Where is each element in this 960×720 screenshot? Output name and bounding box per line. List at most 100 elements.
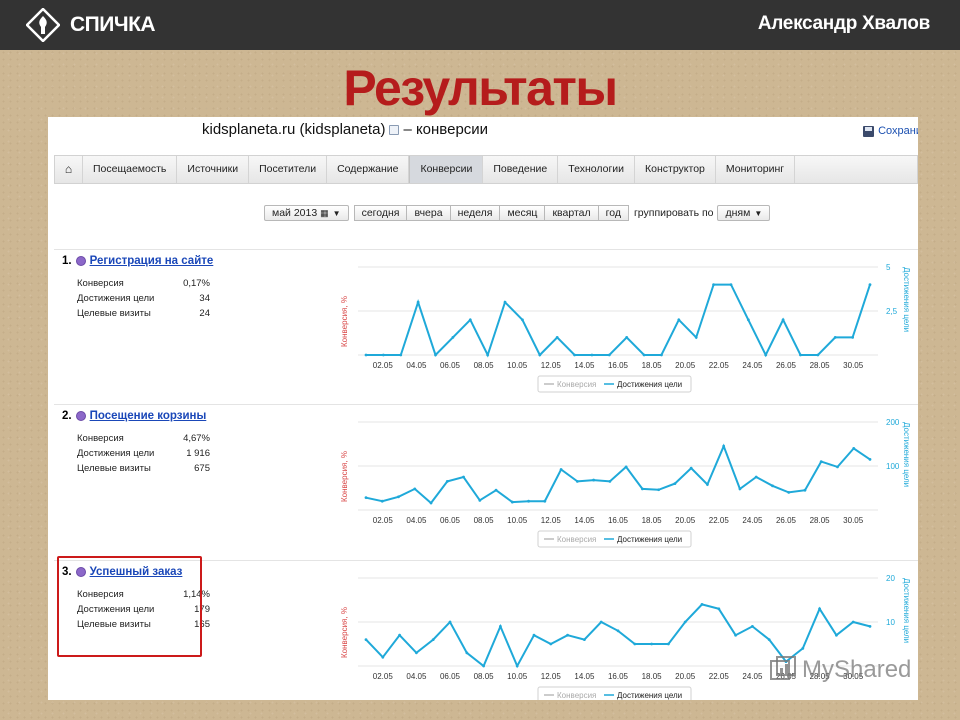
data-point [510,500,514,504]
tab-item[interactable]: Содержание [327,156,410,183]
period-button[interactable]: вчера [406,205,451,221]
stat-row: Достижения цели 1 916 [77,446,210,461]
tab-label: Конверсии [420,163,473,175]
data-point [799,353,802,357]
period-button[interactable]: год [597,205,629,221]
right-axis-label: Достижения цели [902,267,911,332]
x-tick-label: 22.05 [709,516,730,525]
data-point [559,468,563,471]
legend-box [537,686,692,700]
goal-target-icon[interactable] [75,411,86,421]
goal-header: 3. Успешный заказ [62,566,182,578]
x-tick-label: 06.05 [440,361,461,370]
x-tick-label: 20.05 [675,361,696,370]
data-point [801,647,805,650]
group-by-label: группировать по [633,207,714,219]
tab-item[interactable]: Конверсии [409,156,484,183]
stat-row: Конверсия 0,17% [77,276,210,291]
data-point [527,499,530,503]
data-point [868,625,872,628]
data-point [771,484,774,488]
data-point [521,318,524,322]
data-point [482,664,485,668]
legend-label: Достижения цели [617,535,682,544]
goal-target-icon[interactable] [75,256,86,266]
page-heading: kidsplaneta.ru (kidsplaneta) – конверсии [202,121,488,138]
stat-value: 179 [194,604,210,615]
conversion-chart: 20 10 Конверсия, % Достижения цели 02.05 04.0… [340,574,911,700]
right-axis-label: Достижения цели [902,422,911,487]
tab-item[interactable]: Технологии [558,156,636,183]
goal-title-link[interactable]: Регистрация на сайте [89,255,214,267]
top-bar: СПИЧКА Александр Хвалов [0,0,960,50]
x-tick-label: 30.05 [843,672,864,681]
goal-header: 1. Регистрация на сайте [62,255,213,267]
stat-row: Целевые визиты 675 [77,461,210,476]
calendar-icon: ▦ [320,208,329,218]
x-tick-label: 04.05 [406,516,427,525]
tab-home[interactable]: ⌂ [55,156,83,183]
data-point [717,607,721,611]
period-button[interactable]: квартал [544,205,599,221]
heading-suffix: – конверсии [403,121,489,138]
data-point [868,283,872,286]
goal-section: 3. Успешный заказ Конверсия 1,14% Достижения… [48,566,918,700]
goal-title-link[interactable]: Успешный заказ [89,566,183,578]
section-divider [54,560,918,561]
month-select[interactable]: май 2013 ▦ ▼ [264,205,349,221]
x-tick-label: 24.05 [742,361,763,370]
data-point [816,353,820,357]
data-point [468,318,472,322]
goal-target-icon[interactable] [75,567,86,577]
y-tick-label: 10 [886,618,895,627]
stat-value: 675 [194,463,210,474]
goal-title-link[interactable]: Посещение корзины [89,410,207,422]
x-tick-label: 10.05 [507,516,528,525]
x-tick-label: 28.05 [810,361,831,370]
tab-label: Посещаемость [93,163,167,175]
period-button[interactable]: месяц [499,205,546,221]
data-point [851,620,855,624]
tab-item[interactable]: Посещаемость [83,156,178,183]
report-tabs: ⌂ Посещаемость Источники Посетители Содержан… [54,155,918,184]
goal-number: 2. [62,410,72,422]
stat-label: Целевые визиты [77,308,151,319]
y-tick-label: 20 [886,574,895,583]
data-point [380,499,384,503]
tab-label: Источники [187,163,239,175]
period-button[interactable]: сегодня [353,205,408,221]
period-button[interactable]: неделя [449,205,501,221]
tab-item[interactable]: Конструктор [635,156,716,183]
x-tick-label: 30.05 [843,516,864,525]
data-point [751,625,754,628]
tab-item[interactable]: Мониторинг [716,156,796,183]
x-tick-label: 14.05 [574,672,595,681]
data-point [555,336,559,339]
stat-label: Конверсия [77,433,124,444]
x-tick-label: 02.05 [373,516,394,525]
x-tick-label: 26.05 [776,516,797,525]
x-tick-label: 28.05 [810,516,831,525]
data-point [532,633,536,637]
data-point [633,642,637,646]
tab-item[interactable]: Источники [177,156,250,183]
counter-settings-icon[interactable] [389,124,400,135]
data-point [868,458,872,461]
data-point [683,620,687,624]
tab-item[interactable]: Поведение [483,156,559,183]
data-point [364,496,368,500]
analytics-screenshot: kidsplaneta.ru (kidsplaneta) – конверсии… [48,117,918,700]
tab-item[interactable]: Посетители [249,156,328,183]
group-by-select[interactable]: дням ▼ [717,205,771,221]
stat-label: Достижения цели [77,448,155,459]
data-point [431,638,435,641]
x-tick-label: 12.05 [541,672,562,681]
watermark-text: MyShared [802,656,912,683]
data-point [754,475,758,479]
chevron-down-icon: ▼ [754,209,763,218]
x-tick-label: 20.05 [675,516,696,525]
stat-label: Целевые визиты [77,463,151,474]
save-report-link[interactable]: Сохрани [863,125,918,137]
stat-row: Достижения цели 34 [77,291,210,306]
legend-label: Конверсия [557,380,596,389]
